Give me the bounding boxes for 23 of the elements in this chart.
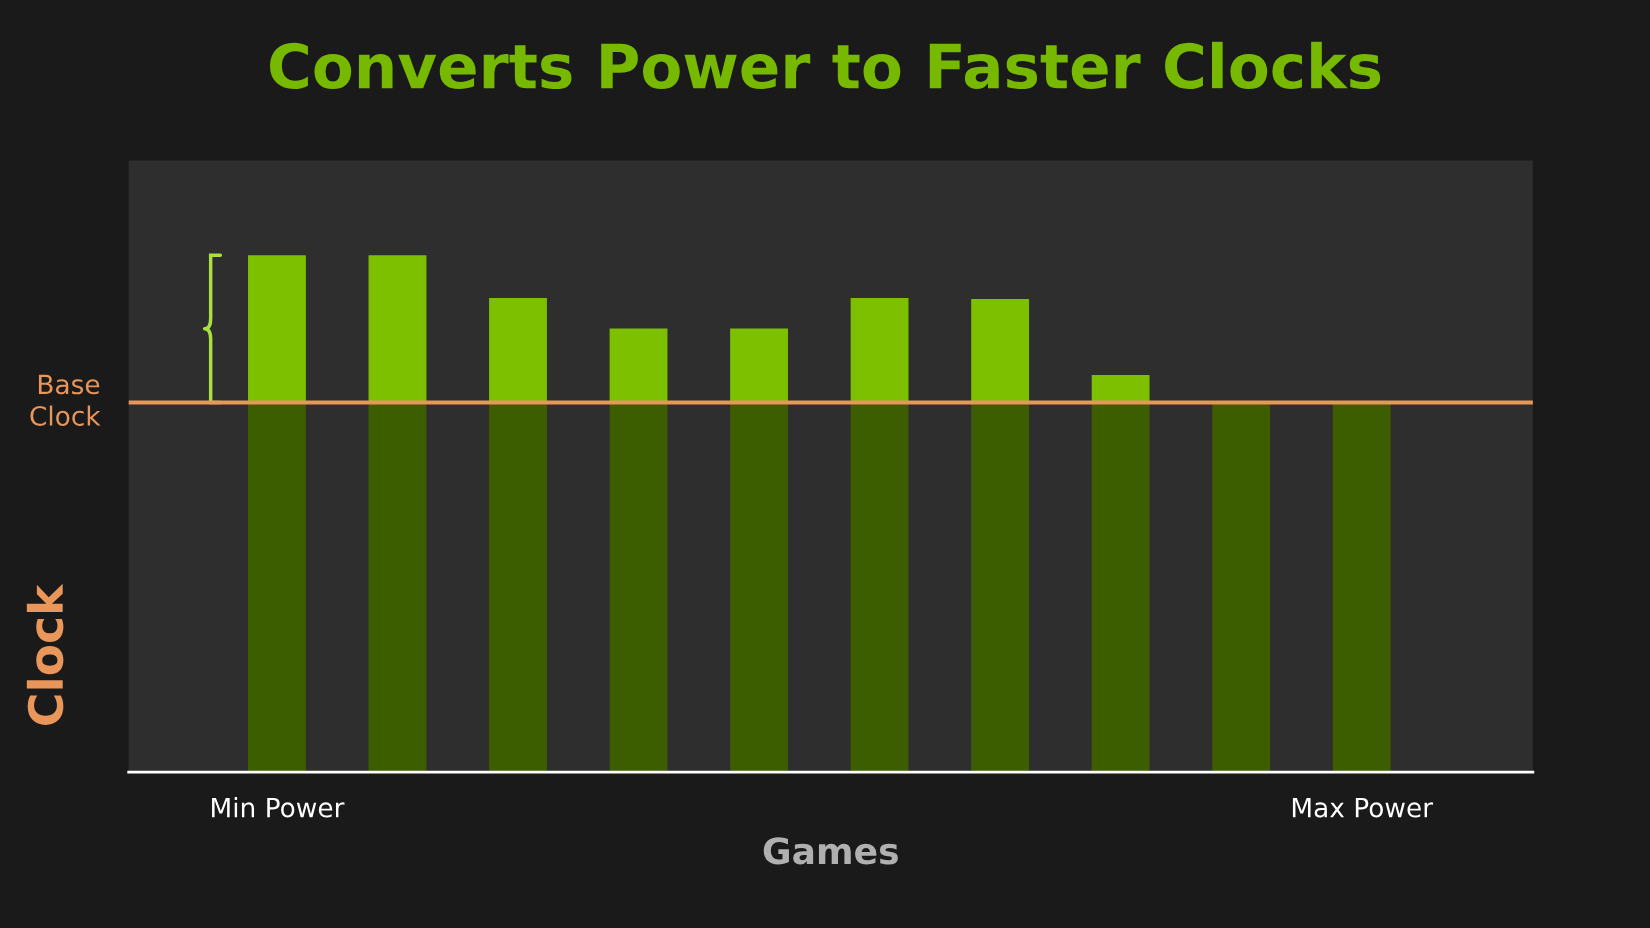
bar — [248, 255, 306, 403]
bar — [971, 299, 1030, 403]
bar — [730, 328, 788, 403]
bar — [248, 402, 306, 773]
bar — [489, 298, 547, 403]
x-axis-title: Games — [763, 837, 898, 865]
chart-title: Converts Power to Faster Clocks — [270, 41, 1381, 90]
bar — [730, 402, 788, 773]
bar — [1332, 402, 1391, 773]
bar — [368, 402, 427, 773]
ref-line-label: Base Clock — [30, 374, 101, 426]
bar — [368, 255, 427, 403]
bar — [609, 402, 668, 773]
x-tick-label: Min Power — [212, 797, 345, 818]
bar — [1091, 402, 1150, 773]
x-tick-label: Max Power — [1292, 797, 1434, 818]
bar — [489, 402, 547, 773]
bar — [1212, 402, 1271, 773]
bar — [971, 402, 1030, 773]
bar — [850, 298, 909, 403]
y-axis-title: Clock — [26, 583, 64, 725]
bar — [609, 328, 668, 403]
bar — [850, 402, 909, 773]
